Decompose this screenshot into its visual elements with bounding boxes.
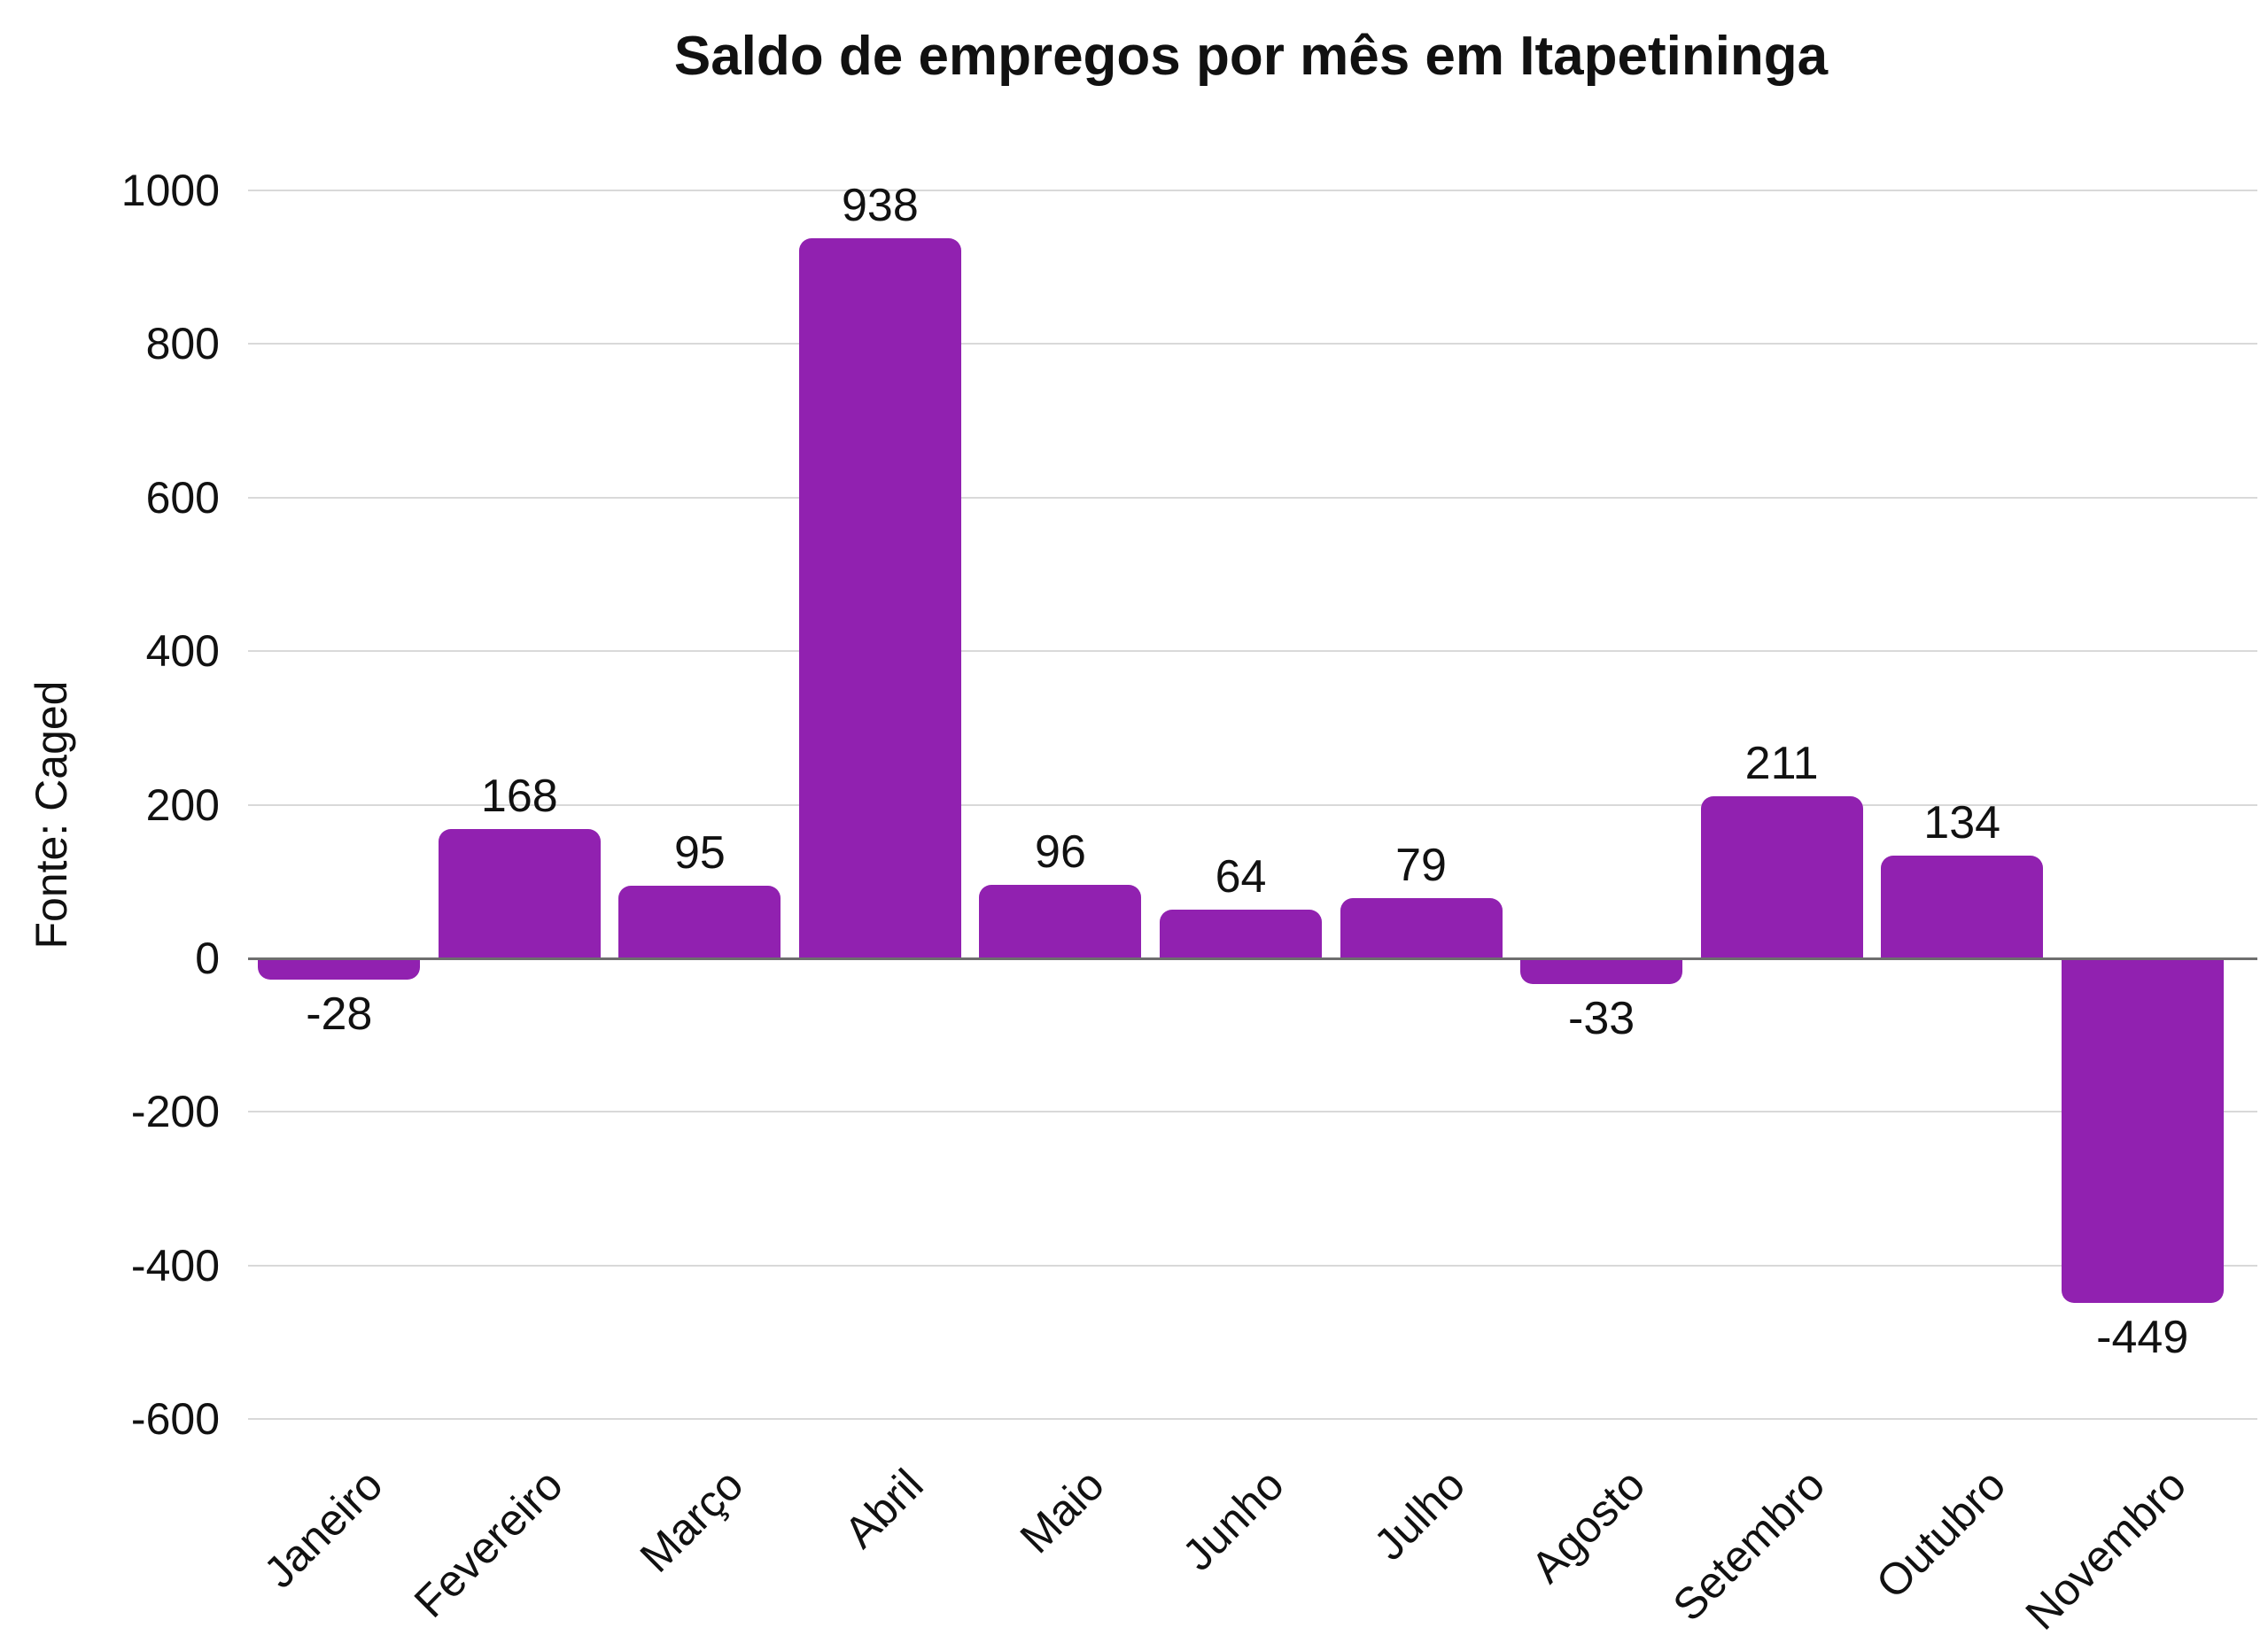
y-tick-label: 600 <box>145 472 220 523</box>
x-axis-label-novembro: Novembro <box>2016 1460 2195 1639</box>
bar-value-label: 79 <box>1395 839 1447 891</box>
bar-junho <box>1160 909 1322 958</box>
bar-value-label: 95 <box>673 826 726 879</box>
bar-fevereiro <box>438 829 601 958</box>
bar-value-label: -449 <box>2096 1312 2189 1364</box>
gridline <box>248 190 2257 191</box>
x-axis-label-maio: Maio <box>1010 1460 1114 1563</box>
y-tick-label: 0 <box>195 934 220 983</box>
x-axis-label-outubro: Outubro <box>1866 1460 2016 1608</box>
bar-outubro <box>1881 855 2044 958</box>
gridline <box>248 803 2257 806</box>
y-tick-label: -400 <box>130 1240 220 1291</box>
bar-value-label: -33 <box>1568 992 1635 1044</box>
bar-value-label: 64 <box>1215 850 1267 903</box>
x-axis-label-agosto: Agosto <box>1521 1460 1655 1593</box>
bar-value-label: 134 <box>1923 796 2001 849</box>
bar-value-label: 938 <box>842 179 919 231</box>
bar-value-label: 211 <box>1744 738 1819 790</box>
bar-value-label: 96 <box>1035 826 1086 878</box>
bar-setembro <box>1700 796 1863 958</box>
gridline <box>248 1111 2257 1113</box>
bar-novembro <box>2061 958 2224 1304</box>
gridline <box>248 1264 2257 1267</box>
zero-axis-line <box>248 957 2257 960</box>
y-tick-label: 200 <box>145 779 220 830</box>
y-axis-title: Fonte: Caged <box>27 680 76 950</box>
bar-março <box>618 885 781 958</box>
x-axis-label-setembro: Setembro <box>1663 1460 1835 1632</box>
bar-value-label: -28 <box>306 988 373 1041</box>
gridline <box>248 650 2257 653</box>
y-tick-label: 400 <box>145 626 220 677</box>
chart-title: Saldo de empregos por mês em Itapetining… <box>673 26 1829 87</box>
y-tick-label: -600 <box>130 1394 220 1445</box>
y-tick-label: 1000 <box>120 166 220 215</box>
x-axis-label-julho: Julho <box>1363 1460 1474 1570</box>
y-tick-label: 800 <box>145 319 220 369</box>
bar-maio <box>979 884 1142 958</box>
bar-janeiro <box>258 958 421 981</box>
bar-agosto <box>1520 958 1683 984</box>
x-axis-label-abril: Abril <box>835 1460 934 1558</box>
bar-julho <box>1340 897 1503 958</box>
gridline <box>248 343 2257 345</box>
x-axis-label-janeiro: Janeiro <box>253 1460 392 1598</box>
gridline <box>248 496 2257 499</box>
x-axis-label-junho: Junho <box>1173 1460 1294 1581</box>
y-tick-label: -200 <box>130 1087 220 1137</box>
x-axis-label-fevereiro: Fevereiro <box>404 1460 572 1628</box>
gridline <box>248 1418 2257 1421</box>
bar-value-label: 168 <box>480 771 558 823</box>
bar-abril <box>798 237 961 958</box>
x-axis-label-março: Março <box>630 1460 753 1583</box>
